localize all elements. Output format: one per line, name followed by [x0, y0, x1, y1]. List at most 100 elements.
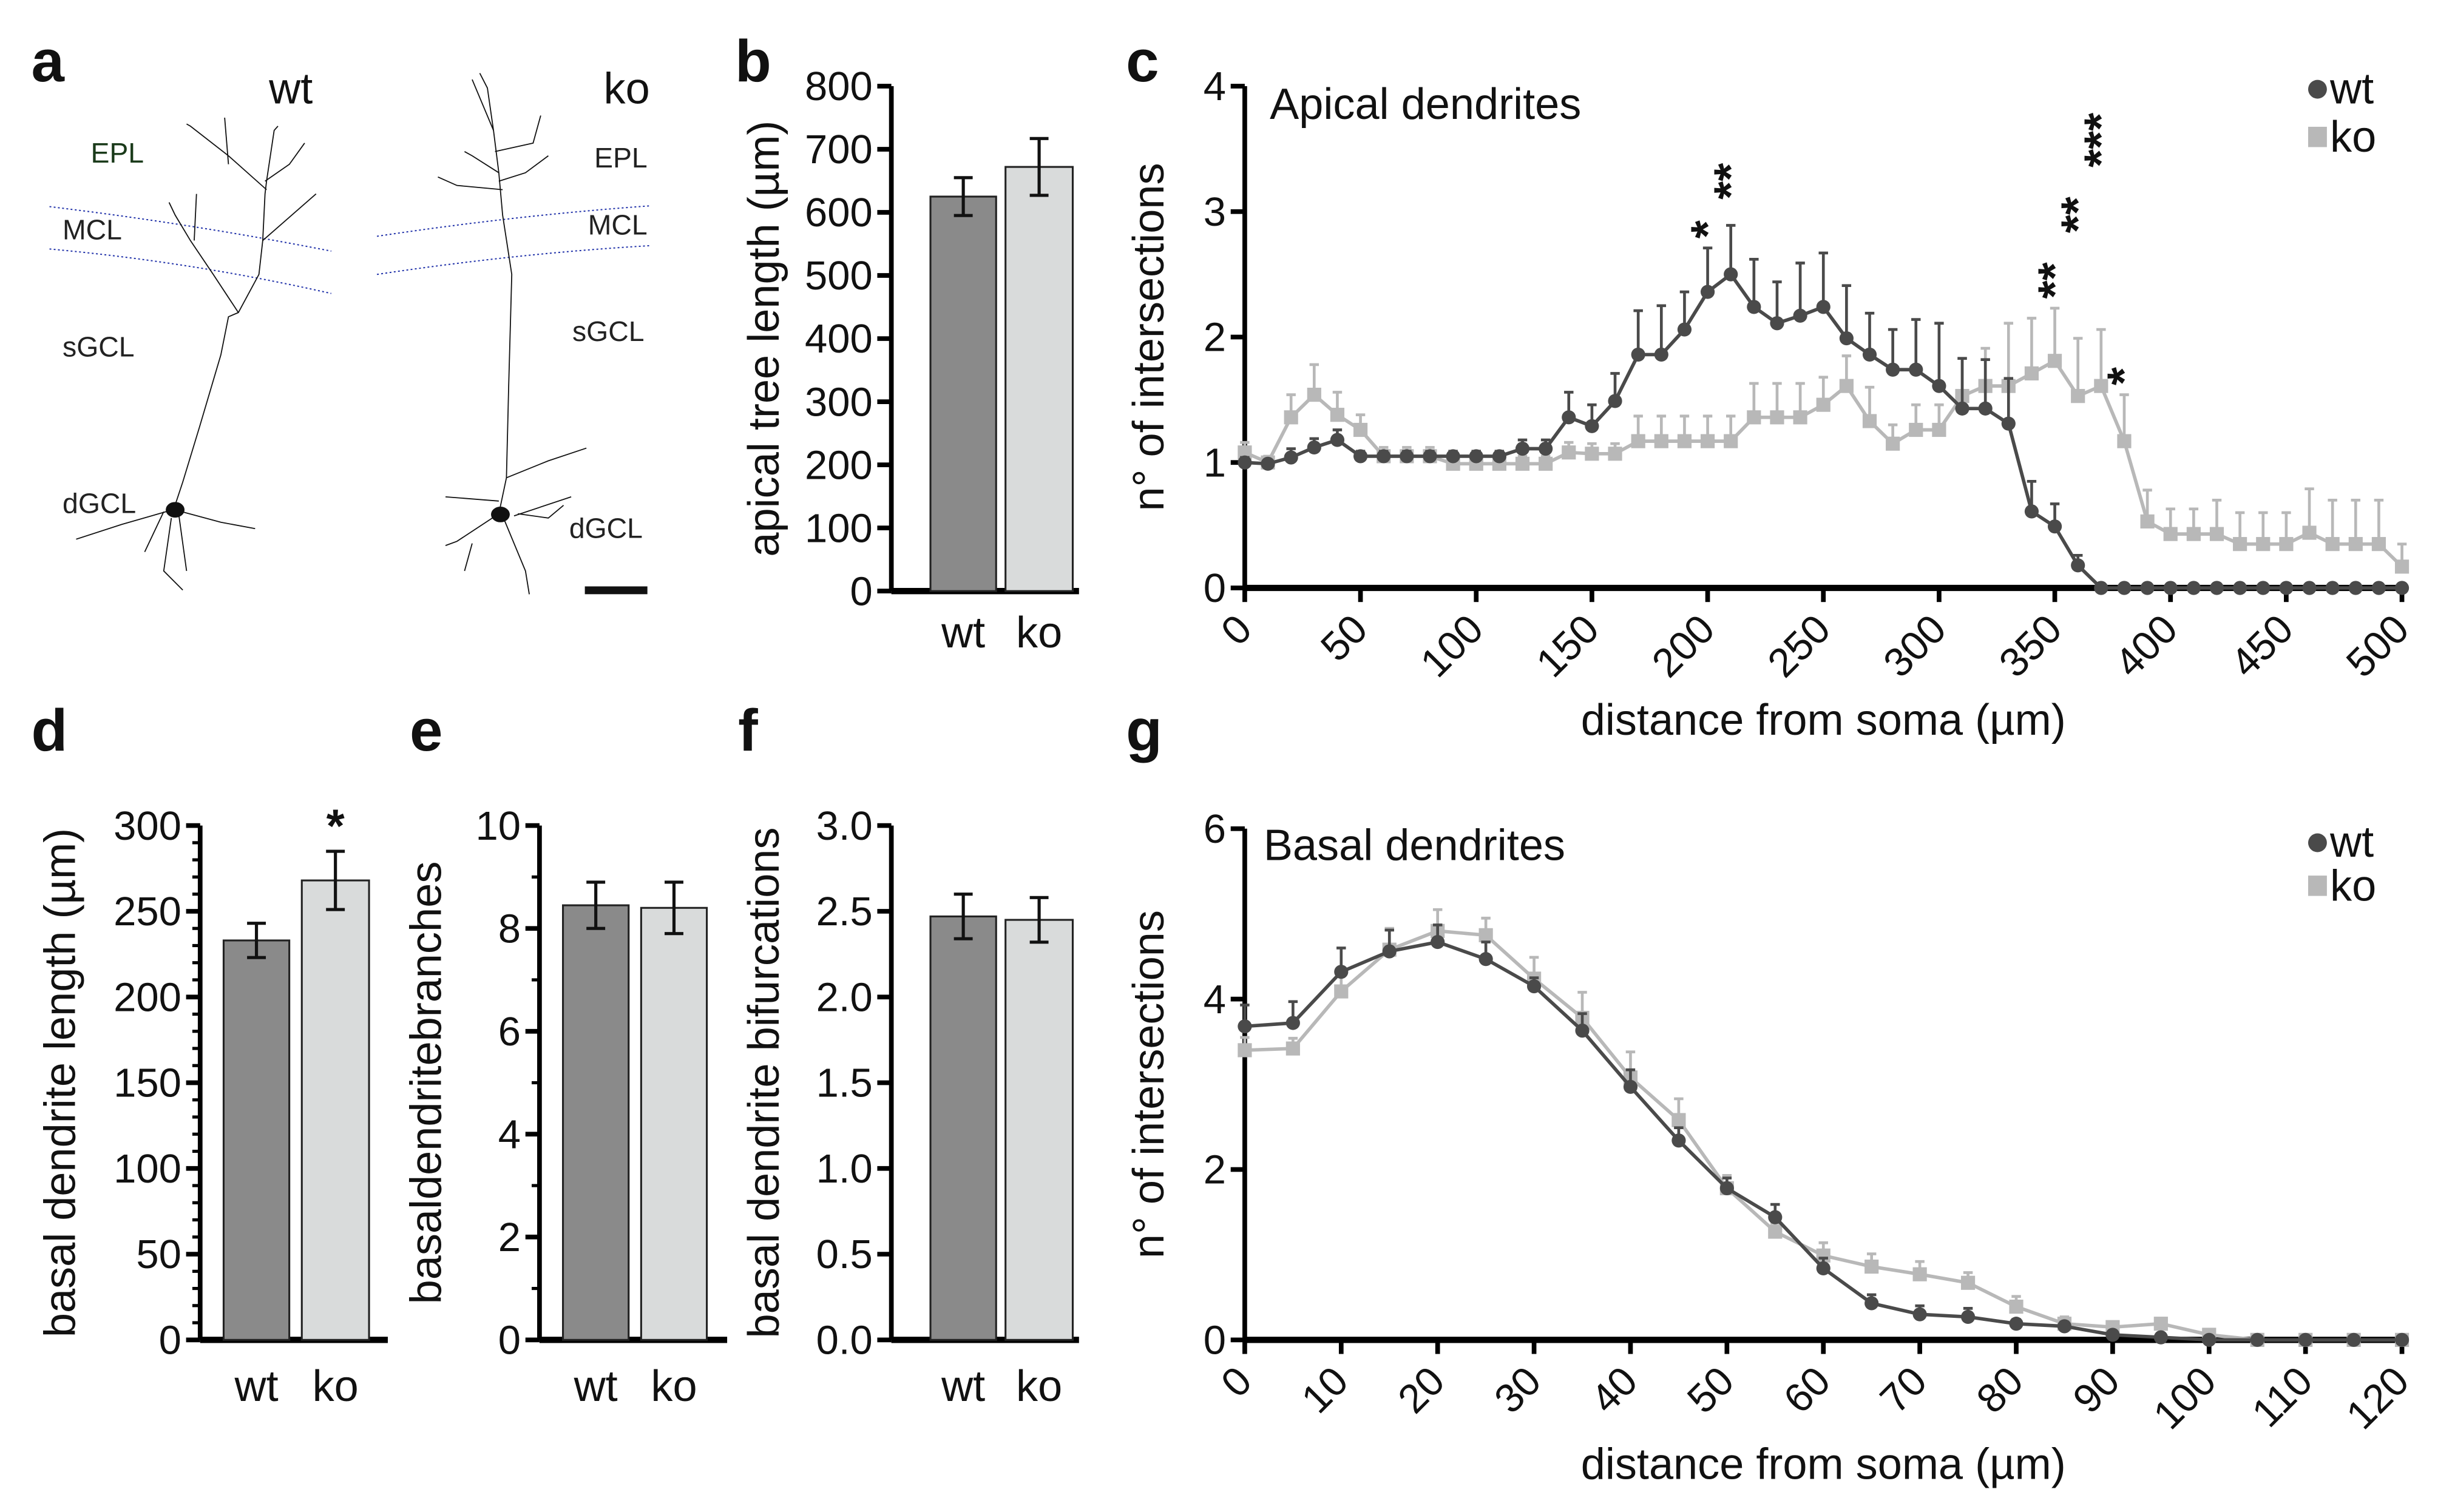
bar-ko	[640, 906, 708, 1341]
y-tick-label: 500	[805, 253, 873, 299]
panel-letter-d: d	[32, 697, 68, 763]
y-tick-label: 3	[1204, 189, 1226, 235]
data-point-wt	[1575, 1024, 1590, 1038]
x-tick-label: 200	[1644, 606, 1724, 686]
error-bar	[2374, 498, 2384, 544]
data-point-ko	[2163, 527, 2178, 541]
ko-layer-mcl: MCL	[588, 209, 648, 241]
x-tick-label: 70	[1871, 1358, 1936, 1422]
y-tick-label: 200	[113, 974, 181, 1020]
error-bar-ko	[326, 849, 345, 911]
x-tick-label: 90	[2064, 1358, 2129, 1422]
data-point-ko	[1770, 410, 1784, 425]
error-bar	[1726, 224, 1736, 275]
error-bar	[1911, 318, 1921, 370]
error-bar-wt	[586, 880, 606, 930]
y-tick-label: 400	[805, 316, 873, 362]
data-point-ko	[2117, 434, 2132, 448]
data-point-wt	[2140, 581, 2155, 595]
error-bar	[1656, 304, 1667, 355]
x-tick-label: 400	[2106, 606, 2186, 686]
legend-label-ko: ko	[2330, 113, 2376, 161]
data-point-wt	[1562, 410, 1576, 425]
data-point-wt	[1909, 362, 1923, 377]
x-tick-label: 500	[2338, 606, 2418, 686]
data-point-wt	[1478, 952, 1493, 967]
data-point-wt	[2047, 519, 2062, 534]
data-point-ko	[2186, 527, 2201, 541]
error-bar	[2003, 377, 2014, 424]
y-tick-label: 2	[498, 1215, 521, 1260]
y-axis-label: basaldendritebranches	[402, 862, 451, 1304]
error-bar	[1934, 322, 1944, 386]
data-point-wt	[1960, 1309, 1976, 1325]
data-point-ko	[1886, 436, 1900, 451]
error-bar	[1633, 309, 1643, 355]
data-point-ko	[2279, 537, 2294, 552]
data-point-wt	[1446, 449, 1460, 464]
data-point-wt	[2117, 581, 2132, 595]
data-point-ko	[1654, 434, 1668, 448]
data-point-ko	[1334, 984, 1349, 999]
x-tick-label: 300	[1875, 606, 1955, 686]
data-point-ko	[1768, 1224, 1783, 1239]
ko-neuron-drawing	[438, 73, 586, 595]
data-point-ko	[1539, 456, 1553, 471]
data-point-ko	[2140, 514, 2155, 529]
data-point-ko	[1747, 410, 1761, 425]
data-point-ko	[1932, 422, 1946, 437]
bar-wt	[222, 939, 291, 1341]
data-point-wt	[2346, 1332, 2361, 1347]
data-point-wt	[2105, 1328, 2120, 1342]
category-label-ko: ko	[313, 1362, 359, 1411]
category-label-wt: wt	[234, 1362, 278, 1411]
data-point-wt	[1515, 441, 1530, 456]
data-point-ko	[2153, 1317, 2168, 1331]
data-point-wt	[1330, 433, 1345, 447]
data-point-wt	[2302, 581, 2317, 595]
legend-label-ko: ko	[2330, 862, 2376, 910]
data-point-wt	[1719, 1181, 1734, 1195]
x-tick-label: 100	[2145, 1358, 2225, 1438]
y-tick-label: 0.5	[816, 1232, 873, 1277]
legend-marker-wt	[2308, 79, 2327, 99]
error-bar-wt	[953, 893, 973, 940]
category-label-ko: ko	[651, 1362, 697, 1411]
data-point-wt	[1654, 347, 1668, 362]
data-point-ko	[1912, 1267, 1927, 1281]
data-point-ko	[1285, 1041, 1300, 1056]
y-tick-label: 3.0	[816, 803, 873, 849]
error-bar-wt	[953, 176, 973, 217]
bar-ko	[300, 879, 370, 1341]
y-tick-label: 200	[805, 442, 873, 488]
x-tick-label: 100	[1412, 606, 1492, 686]
significance-star: *	[1681, 220, 1733, 238]
category-label-wt: wt	[574, 1362, 618, 1411]
wt-soma	[166, 502, 185, 518]
category-label-wt: wt	[941, 1362, 985, 1411]
x-tick-label: 30	[1486, 1358, 1550, 1422]
panel-a: a wt ko	[32, 27, 651, 594]
data-point-wt	[2256, 581, 2271, 595]
x-tick-label: 20	[1389, 1358, 1454, 1422]
y-tick-label: 0	[159, 1318, 181, 1363]
legend-label-wt: wt	[2329, 818, 2374, 866]
data-point-wt	[1377, 449, 1391, 464]
category-label-ko: ko	[1016, 1362, 1062, 1411]
data-point-wt	[1238, 455, 1252, 470]
data-point-ko	[2371, 537, 2386, 552]
data-point-ko	[2233, 537, 2247, 552]
data-point-wt	[2394, 581, 2410, 595]
significance-star: **	[1704, 163, 1756, 200]
error-bar-wt	[247, 922, 266, 959]
panel-letter-g: g	[1126, 697, 1162, 763]
x-tick-label: 40	[1582, 1358, 1647, 1422]
data-point-ko	[1793, 410, 1807, 425]
y-tick-label: 0	[498, 1318, 521, 1363]
data-point-wt	[2209, 581, 2224, 595]
data-point-ko	[1608, 447, 1622, 461]
y-tick-label: 10	[475, 803, 521, 849]
error-bar	[1795, 262, 1805, 316]
data-point-ko	[2394, 559, 2410, 574]
data-point-ko	[1677, 434, 1692, 448]
